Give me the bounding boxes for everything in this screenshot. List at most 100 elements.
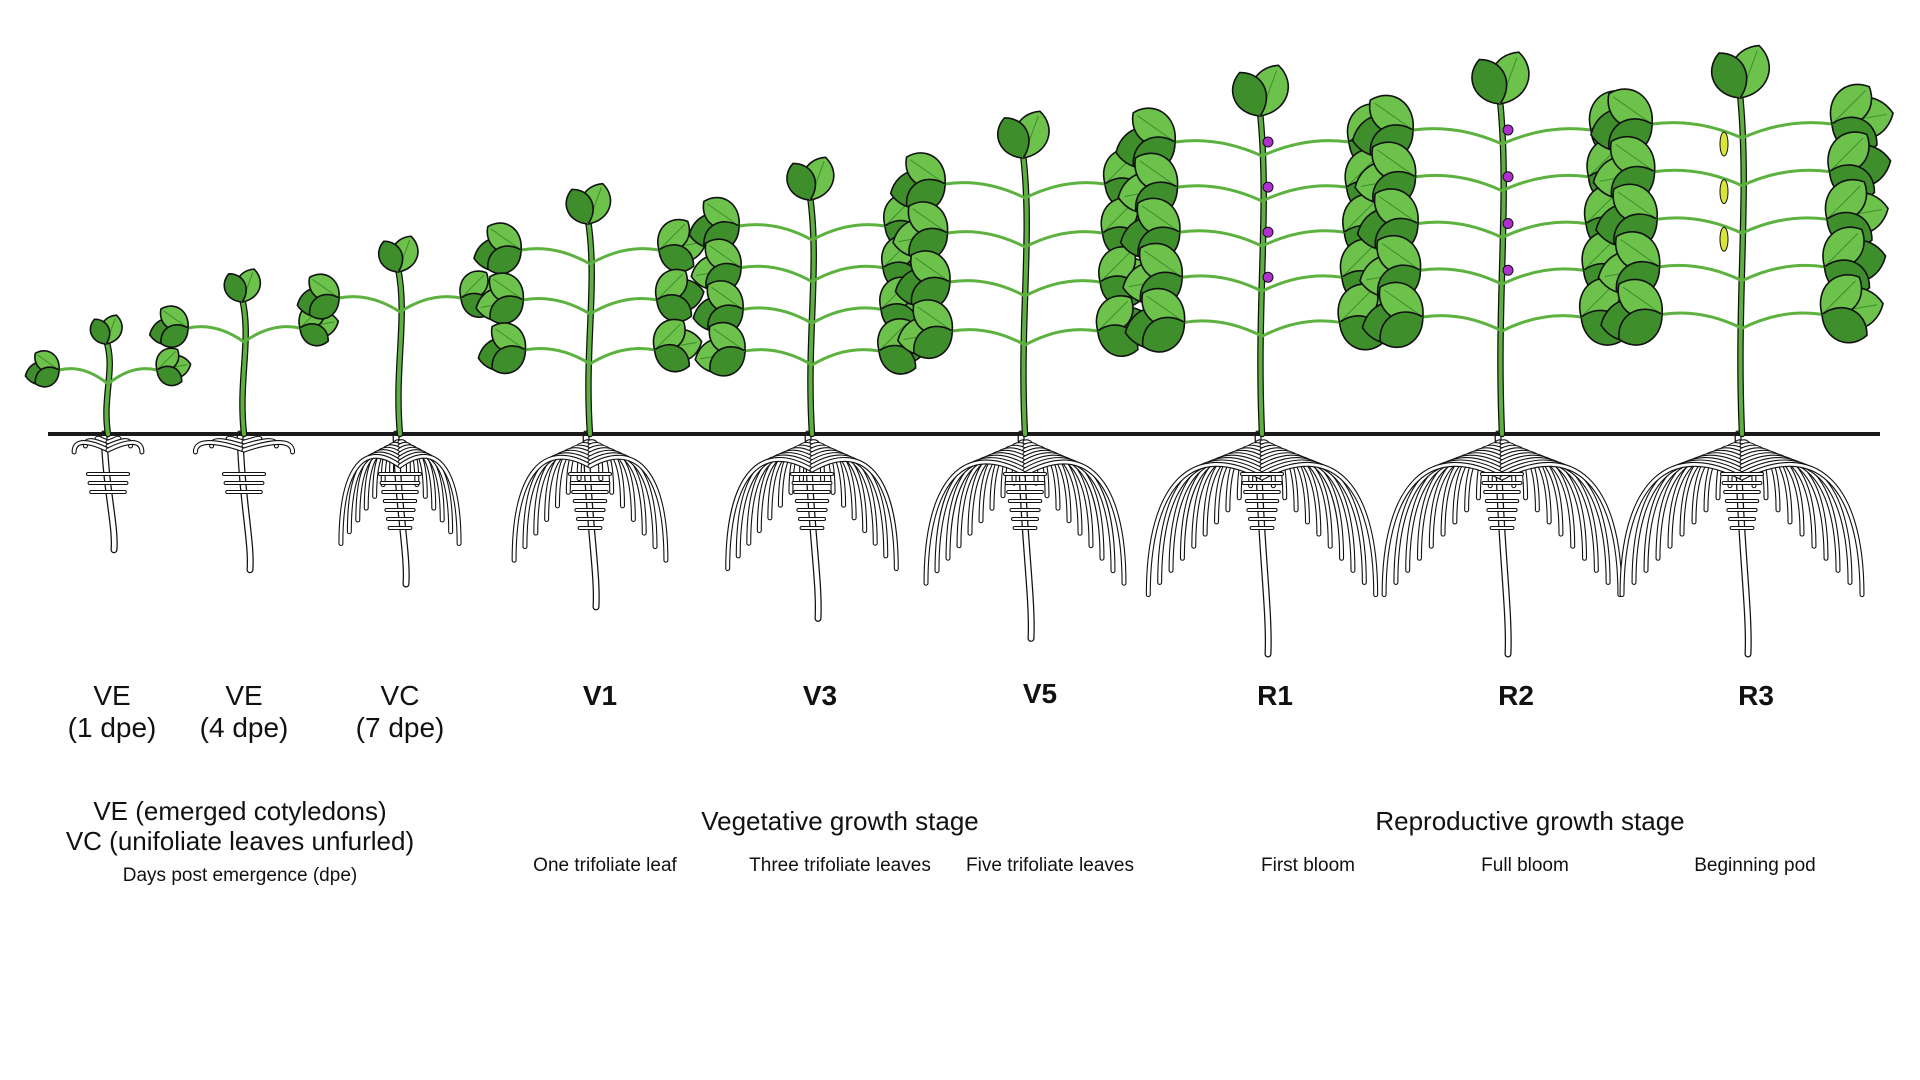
stage-label-ve-4: VE (4 dpe) <box>184 680 304 744</box>
lateral-root <box>588 455 668 562</box>
stage-dpe: (4 dpe) <box>199 712 289 743</box>
leaf-vein <box>1821 313 1863 334</box>
petiole <box>738 223 813 242</box>
lateral-root <box>935 458 1027 573</box>
leaf-vein <box>1339 289 1373 323</box>
roots-layer <box>71 430 1865 658</box>
leaf-vein <box>37 369 60 383</box>
petiole <box>947 230 1026 249</box>
lateral-root <box>1260 458 1355 572</box>
leaf-vein <box>156 369 180 381</box>
lateral-root <box>1500 460 1610 584</box>
desc-v1: One trifoliate leaf <box>533 855 677 876</box>
petiole <box>187 325 245 344</box>
lateral-root <box>810 458 898 570</box>
root-system <box>192 430 296 574</box>
stage-label-v5: V5 <box>1022 678 1058 709</box>
petiole <box>1420 267 1503 286</box>
leaf-vein <box>711 286 744 310</box>
lateral-root <box>512 455 592 562</box>
taproot <box>101 431 117 552</box>
lateral-root <box>1023 460 1126 585</box>
petiole <box>1417 220 1503 239</box>
lateral-root <box>1382 462 1504 596</box>
flower-bud <box>1262 181 1274 193</box>
leaf-vein <box>495 328 526 351</box>
petiole <box>107 367 158 386</box>
lateral-root <box>1260 462 1378 596</box>
petiole <box>1501 220 1587 239</box>
leaf-vein <box>460 274 485 299</box>
petiole <box>1501 267 1584 286</box>
leaf-vein <box>917 306 953 332</box>
petiole <box>1656 216 1743 235</box>
petiole <box>399 295 462 314</box>
lateral-root <box>1023 455 1104 560</box>
petiole <box>1261 229 1345 248</box>
root-system <box>1145 430 1379 658</box>
leaf-vein <box>1102 202 1133 234</box>
petiole <box>811 306 882 325</box>
plant <box>1115 64 1409 438</box>
lateral-root <box>1740 460 1852 584</box>
leaf-vein <box>1146 295 1185 323</box>
plant <box>1590 44 1894 438</box>
stem <box>1021 152 1029 436</box>
stem <box>808 194 816 436</box>
petiole <box>589 346 655 366</box>
desc-v3: Three trifoliate leaves <box>749 855 931 876</box>
leaf-vein <box>658 249 691 265</box>
leaf-vein <box>1343 199 1378 233</box>
root-system <box>1619 430 1865 658</box>
petiole <box>1741 263 1825 283</box>
pod <box>1719 131 1729 157</box>
leaf-vein <box>656 273 683 301</box>
lateral-root <box>523 453 592 549</box>
petiole <box>1741 216 1828 235</box>
petiole <box>1174 139 1263 158</box>
leaf-vein <box>915 281 951 303</box>
lateral-root <box>726 458 814 570</box>
lateral-root <box>398 455 461 545</box>
flower-bud <box>1502 171 1514 183</box>
stem <box>1498 98 1506 436</box>
lateral-root <box>1500 458 1598 572</box>
leaf-vein <box>1139 160 1178 188</box>
petiole <box>1177 184 1263 203</box>
leaf-vein <box>878 323 907 352</box>
petiole <box>811 223 886 242</box>
leaf-vein <box>917 330 953 352</box>
plant <box>148 268 340 438</box>
petiole <box>1261 274 1343 293</box>
lateral-root <box>810 455 888 558</box>
petiole <box>1422 314 1503 333</box>
leaf-vein <box>1241 76 1261 117</box>
petiole <box>1261 184 1347 203</box>
plants-layer <box>24 44 1894 438</box>
petiole <box>949 279 1026 298</box>
pod <box>1719 179 1729 205</box>
petiole <box>1024 328 1099 347</box>
leaf-vein <box>495 349 526 368</box>
petiole <box>1415 173 1503 193</box>
petiole <box>1741 311 1823 330</box>
leaf-vein <box>910 159 946 185</box>
petiole <box>1741 168 1830 187</box>
petiole <box>1501 127 1592 146</box>
leaf-vein <box>490 249 522 268</box>
leaf-vein <box>1384 289 1424 318</box>
petiole <box>1261 139 1350 158</box>
leaf-vein <box>713 328 746 352</box>
legend-vc: VC (unifoliate leaves unfurled) <box>65 826 415 856</box>
leaf-vein <box>1620 239 1660 268</box>
leaf-vein <box>1480 63 1501 105</box>
leaf-vein <box>912 208 948 234</box>
petiole <box>1501 173 1589 193</box>
lateral-root <box>1158 460 1264 584</box>
petiole <box>1024 230 1103 249</box>
petiole <box>1024 181 1106 200</box>
desc-r2: Full bloom <box>1481 855 1569 876</box>
petiole <box>811 264 884 283</box>
stage-code: VE <box>225 680 263 711</box>
stage-label-r1: R1 <box>1257 680 1293 711</box>
